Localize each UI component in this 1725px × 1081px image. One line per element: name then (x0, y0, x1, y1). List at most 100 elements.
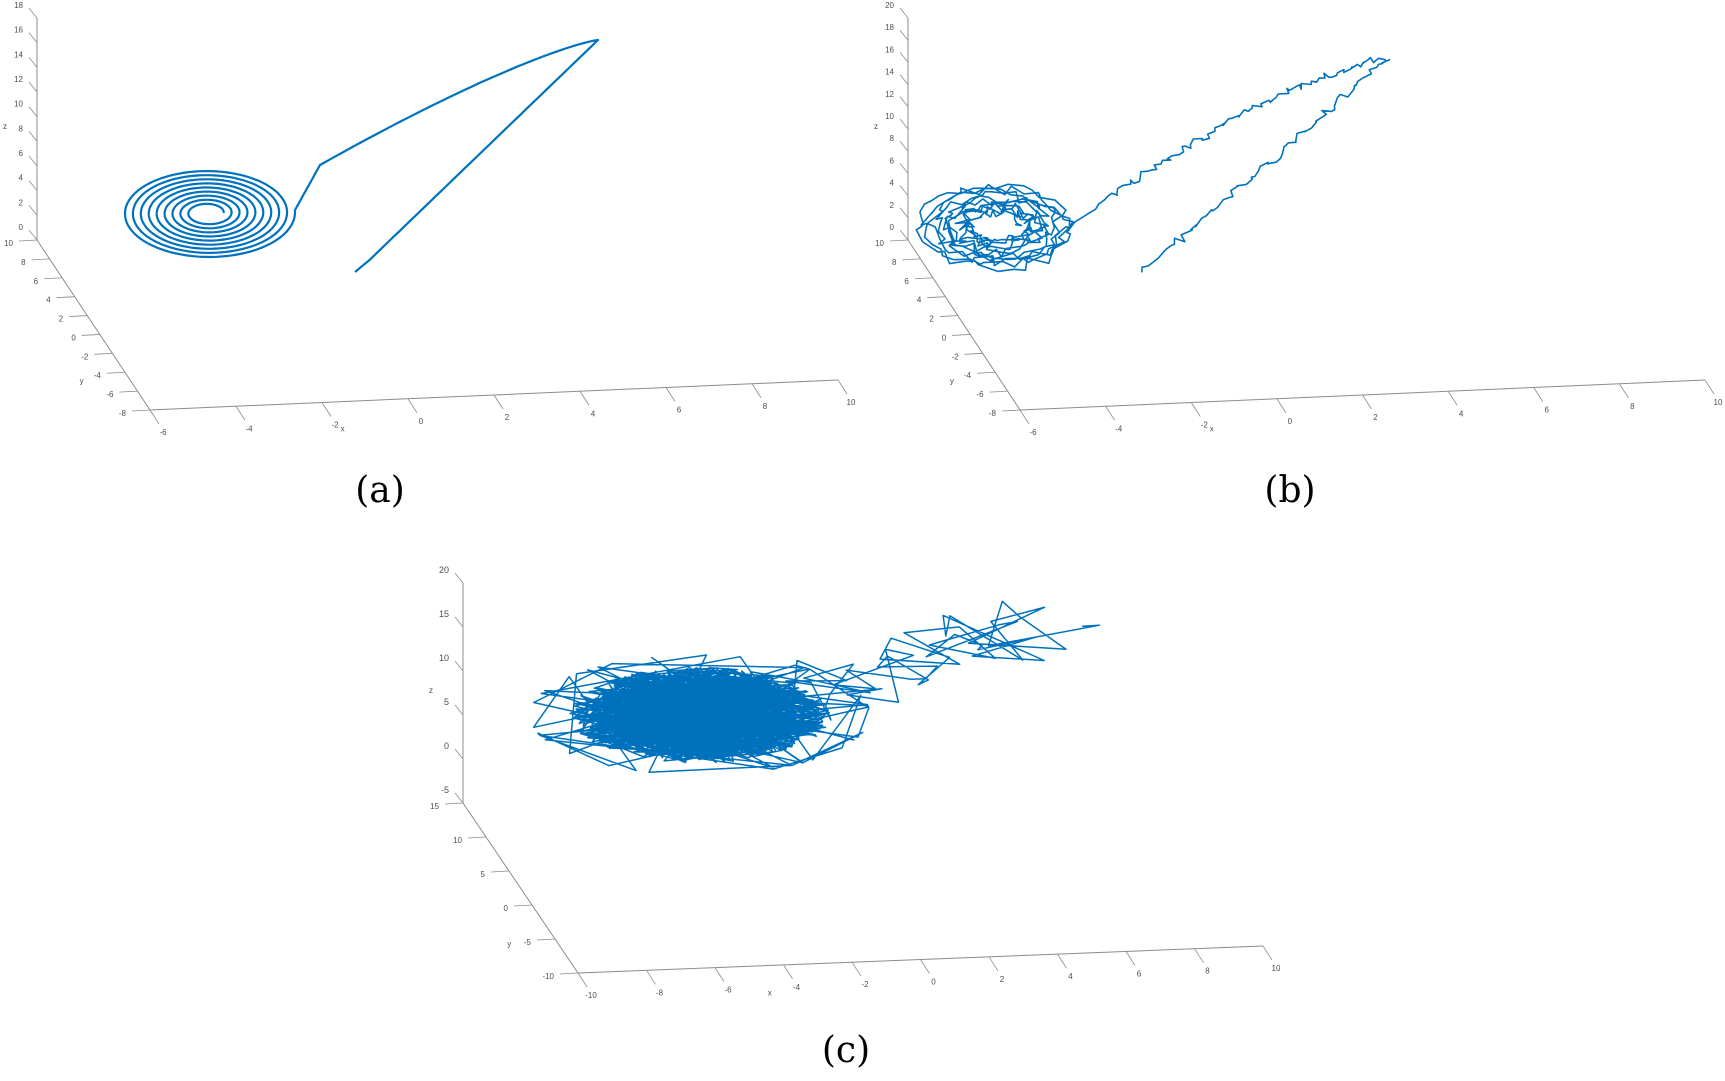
z-tick-label: 12 (885, 90, 894, 99)
x-tick-label: 10 (1714, 398, 1723, 407)
y-tick (989, 390, 1008, 393)
y-tick-label: -6 (106, 390, 114, 399)
x-tick-label: -4 (245, 424, 253, 433)
z-tick-label: 8 (890, 134, 895, 143)
x-tick-label: -4 (1115, 424, 1123, 433)
z-tick (899, 52, 909, 63)
y-tick (536, 938, 556, 941)
z-tick (28, 205, 38, 216)
z-tick-label: 14 (885, 68, 894, 77)
x-tick (646, 970, 656, 985)
z-tick (454, 616, 464, 628)
x-tick-label: 8 (1205, 967, 1210, 976)
z-tick-label: 20 (439, 565, 449, 575)
y-axis-label: y (80, 376, 84, 385)
z-tick (28, 32, 38, 43)
x-tick-label: 6 (1137, 969, 1142, 978)
z-tick-label: 4 (19, 174, 24, 183)
z-tick-label: 2 (19, 198, 24, 207)
y-tick-label: 15 (430, 802, 439, 811)
x-tick-label: 6 (677, 406, 682, 415)
z-tick (899, 163, 909, 174)
x-tick (1125, 951, 1136, 966)
z-tick-label: 18 (885, 23, 894, 32)
z-tick-label: 10 (14, 100, 23, 109)
x-tick-label: 2 (1373, 413, 1378, 422)
x-axis-label: x (341, 425, 345, 434)
y-tick (513, 904, 533, 907)
y-tick-label: 10 (453, 836, 462, 845)
x-tick (1194, 948, 1204, 963)
z-axis-label: z (3, 122, 7, 131)
x-tick-label: 0 (931, 978, 936, 987)
x-tick (988, 956, 999, 972)
x-tick-label: 0 (419, 417, 424, 426)
z-tick (454, 660, 464, 672)
x-tick-label: -4 (793, 983, 801, 992)
y-tick (44, 277, 63, 280)
z-tick (899, 96, 909, 108)
x-tick (579, 391, 590, 406)
x-axis-label: x (1210, 425, 1214, 434)
x-tick (837, 379, 848, 395)
chart-c-plot: -5 0 5 10 15 20 z -10 -5 0 5 10 15 y -10 -8 -6 -4 -2 0 2 4 6 8 1… (429, 565, 1281, 1000)
y-tick-label: -4 (94, 371, 102, 380)
z-tick-label: 15 (439, 609, 449, 619)
y-tick (131, 409, 151, 412)
z-tick (28, 155, 38, 167)
x-tick-label: 4 (591, 409, 596, 418)
y-tick-label: -2 (81, 352, 89, 361)
x-tick-label: -2 (861, 980, 869, 989)
y-tick (106, 371, 125, 374)
z-tick-label: 10 (885, 112, 894, 121)
x-tick-label: 8 (1630, 402, 1635, 411)
y-tick-label: -8 (989, 409, 997, 418)
y-tick (977, 371, 996, 374)
x-tick (1057, 953, 1067, 969)
y-tick-label: 8 (892, 258, 897, 267)
x-tick-label: 2 (1000, 975, 1005, 984)
y-tick (927, 296, 946, 299)
y-tick-label: -5 (524, 938, 532, 947)
y-tick (939, 315, 958, 317)
z-tick-label: 8 (19, 124, 24, 133)
z-tick (28, 7, 38, 19)
z-tick (899, 29, 909, 41)
y-axis-label: y (507, 939, 511, 948)
y-tick (889, 239, 909, 242)
y-tick (56, 296, 75, 299)
y-tick-label: 10 (4, 239, 13, 248)
x-tick (1262, 945, 1273, 961)
x-tick (665, 387, 676, 402)
caption-c: (c) (821, 1030, 871, 1071)
x-tick-label: -6 (159, 428, 167, 437)
y-tick-label: 0 (71, 333, 76, 342)
x-tick (493, 394, 504, 410)
y-tick (467, 836, 487, 839)
z-axis-label: z (874, 122, 878, 131)
z-tick (28, 180, 38, 191)
x-tick-label: 8 (763, 402, 768, 411)
x-tick-label: -10 (585, 991, 597, 1000)
z-tick (899, 185, 909, 196)
y-tick-label: 0 (942, 333, 947, 342)
z-tick-label: 14 (14, 50, 23, 59)
x-tick-label: 0 (1288, 417, 1293, 426)
axes-c: -5 0 5 10 15 20 z -10 -5 0 5 10 15 y -10 -8 -6 -4 -2 0 2 4 6 8 1… (429, 565, 1281, 1000)
x-tick-label: -6 (724, 986, 732, 995)
z-tick (28, 57, 38, 68)
z-tick-label: 12 (14, 75, 23, 84)
y-tick (964, 352, 983, 355)
caption-a: (a) (355, 470, 405, 511)
z-tick (454, 792, 464, 804)
y-tick-label: 6 (904, 277, 909, 286)
y-tick-label: 6 (34, 277, 39, 286)
z-tick-label: 0 (19, 223, 24, 232)
y-tick-label: 4 (46, 296, 51, 305)
z-tick-label: 18 (14, 1, 23, 10)
trajectory-line (915, 56, 1391, 273)
z-tick (28, 229, 38, 241)
z-tick-label: 2 (890, 201, 895, 210)
y-axis (907, 239, 1021, 411)
